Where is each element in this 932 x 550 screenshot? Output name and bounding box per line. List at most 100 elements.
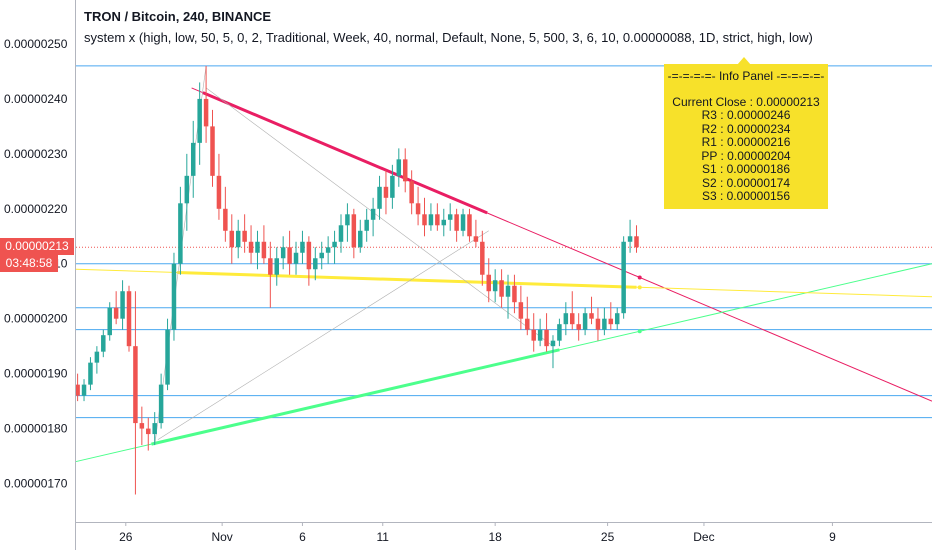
time-tick-label: Nov bbox=[211, 530, 232, 544]
price-tick-label: 0.00000250 bbox=[4, 37, 68, 51]
candle-body-69 bbox=[518, 302, 524, 319]
info-s3: S3 : 0.00000156 bbox=[701, 189, 791, 203]
candle-body-83 bbox=[608, 318, 614, 325]
info-panel-pointer bbox=[737, 57, 751, 65]
candle-body-86 bbox=[627, 236, 633, 242]
candle-body-68 bbox=[512, 285, 517, 303]
candle-body-42 bbox=[345, 214, 350, 226]
indicator-label[interactable]: system x (high, low, 50, 5, 0, 2, Tradit… bbox=[84, 30, 813, 45]
candle-body-9 bbox=[133, 346, 138, 424]
mid-trend-segment bbox=[177, 270, 637, 289]
candle-body-37 bbox=[313, 258, 318, 270]
candle-body-23 bbox=[223, 208, 228, 231]
candle-body-36 bbox=[306, 241, 312, 270]
price-tick-label: 0.00000180 bbox=[4, 422, 68, 436]
candle-body-49 bbox=[390, 175, 395, 198]
candle-body-44 bbox=[358, 230, 363, 248]
candle-body-25 bbox=[235, 230, 241, 248]
candle-body-7 bbox=[120, 291, 125, 319]
candle-body-8 bbox=[126, 291, 132, 347]
candle-body-29 bbox=[261, 241, 267, 259]
candle-body-14 bbox=[165, 329, 170, 385]
chart-title: TRON / Bitcoin, 240, BINANCE bbox=[84, 9, 272, 24]
candle-body-55 bbox=[428, 214, 434, 226]
candle-body-82 bbox=[602, 318, 607, 330]
candle-body-61 bbox=[467, 214, 472, 237]
support-trend-segment bbox=[151, 348, 560, 446]
time-tick-label: 9 bbox=[829, 530, 836, 544]
info-s2: S2 : 0.00000174 bbox=[701, 175, 791, 190]
candle-body-6 bbox=[113, 307, 119, 319]
price-tick-label: 0.00000220 bbox=[4, 202, 68, 216]
time-tick-label: Dec bbox=[693, 530, 714, 544]
candle-body-54 bbox=[422, 214, 427, 226]
mid-marker bbox=[637, 285, 642, 290]
swing-line-diagonal bbox=[157, 230, 489, 440]
candle-body-30 bbox=[268, 258, 273, 275]
candle-body-77 bbox=[570, 313, 575, 325]
candle-body-24 bbox=[229, 230, 235, 248]
candle-body-43 bbox=[351, 214, 357, 248]
bar-countdown: 03:48:58 bbox=[0, 255, 58, 273]
time-tick-label: 26 bbox=[119, 530, 133, 544]
candle-body-59 bbox=[454, 214, 459, 231]
candle-body-70 bbox=[525, 318, 530, 330]
candle-body-0 bbox=[75, 384, 80, 396]
candle-body-34 bbox=[293, 252, 299, 264]
time-tick-label: 6 bbox=[299, 530, 306, 544]
candle-body-76 bbox=[563, 313, 569, 325]
candle-body-63 bbox=[480, 241, 485, 275]
candle-body-66 bbox=[499, 280, 504, 297]
time-tick-label: 18 bbox=[488, 530, 502, 544]
info-r1: R1 : 0.00000216 bbox=[701, 135, 791, 149]
candle-body-46 bbox=[370, 208, 376, 220]
candle-body-57 bbox=[441, 219, 447, 226]
candle-body-65 bbox=[492, 280, 498, 292]
price-tick-label: 0.00000190 bbox=[4, 367, 68, 381]
candle-body-53 bbox=[415, 203, 421, 215]
candle-body-28 bbox=[255, 241, 260, 253]
candle-body-31 bbox=[274, 258, 279, 275]
candle-body-13 bbox=[158, 384, 164, 424]
candle-body-60 bbox=[460, 214, 466, 231]
time-tick-label: 11 bbox=[377, 530, 390, 544]
info-current-close: Current Close : 0.00000213 bbox=[672, 94, 820, 109]
candle-body-48 bbox=[383, 186, 389, 198]
candle-body-41 bbox=[338, 225, 344, 242]
price-tick-label: 0.00000240 bbox=[4, 92, 68, 106]
candle-body-62 bbox=[473, 236, 479, 242]
candle-body-45 bbox=[364, 219, 369, 231]
candle-body-58 bbox=[447, 214, 453, 220]
candle-body-17 bbox=[184, 175, 190, 204]
candle-body-18 bbox=[190, 142, 196, 176]
candles bbox=[75, 65, 639, 495]
candle-body-4 bbox=[101, 335, 106, 352]
candle-body-75 bbox=[557, 324, 562, 341]
price-tick-label: 0.00000200 bbox=[4, 312, 68, 326]
candle-body-20 bbox=[203, 98, 209, 127]
candle-body-3 bbox=[94, 351, 100, 363]
candle-body-27 bbox=[248, 241, 254, 253]
info-pp: PP : 0.00000204 bbox=[701, 148, 791, 163]
candle-body-39 bbox=[325, 247, 331, 253]
candle-body-32 bbox=[280, 247, 286, 259]
candle-body-73 bbox=[544, 329, 549, 347]
time-tick-label: 25 bbox=[601, 530, 615, 544]
candle-body-79 bbox=[582, 313, 588, 330]
candle-body-21 bbox=[210, 126, 215, 176]
candle-body-19 bbox=[197, 98, 202, 143]
candle-body-56 bbox=[435, 214, 440, 226]
candle-body-87 bbox=[634, 236, 639, 248]
candle-body-40 bbox=[332, 241, 337, 248]
candle-body-85 bbox=[621, 241, 626, 314]
candle-body-72 bbox=[537, 329, 543, 341]
resistance-marker bbox=[637, 275, 642, 280]
candle-body-81 bbox=[595, 318, 601, 330]
info-r2: R2 : 0.00000234 bbox=[701, 121, 791, 136]
candle-body-71 bbox=[531, 329, 536, 341]
current-price-tag: 0.00000213 bbox=[0, 238, 74, 256]
candle-body-11 bbox=[146, 428, 151, 435]
candle-body-78 bbox=[576, 324, 581, 330]
candle-body-10 bbox=[139, 423, 145, 429]
